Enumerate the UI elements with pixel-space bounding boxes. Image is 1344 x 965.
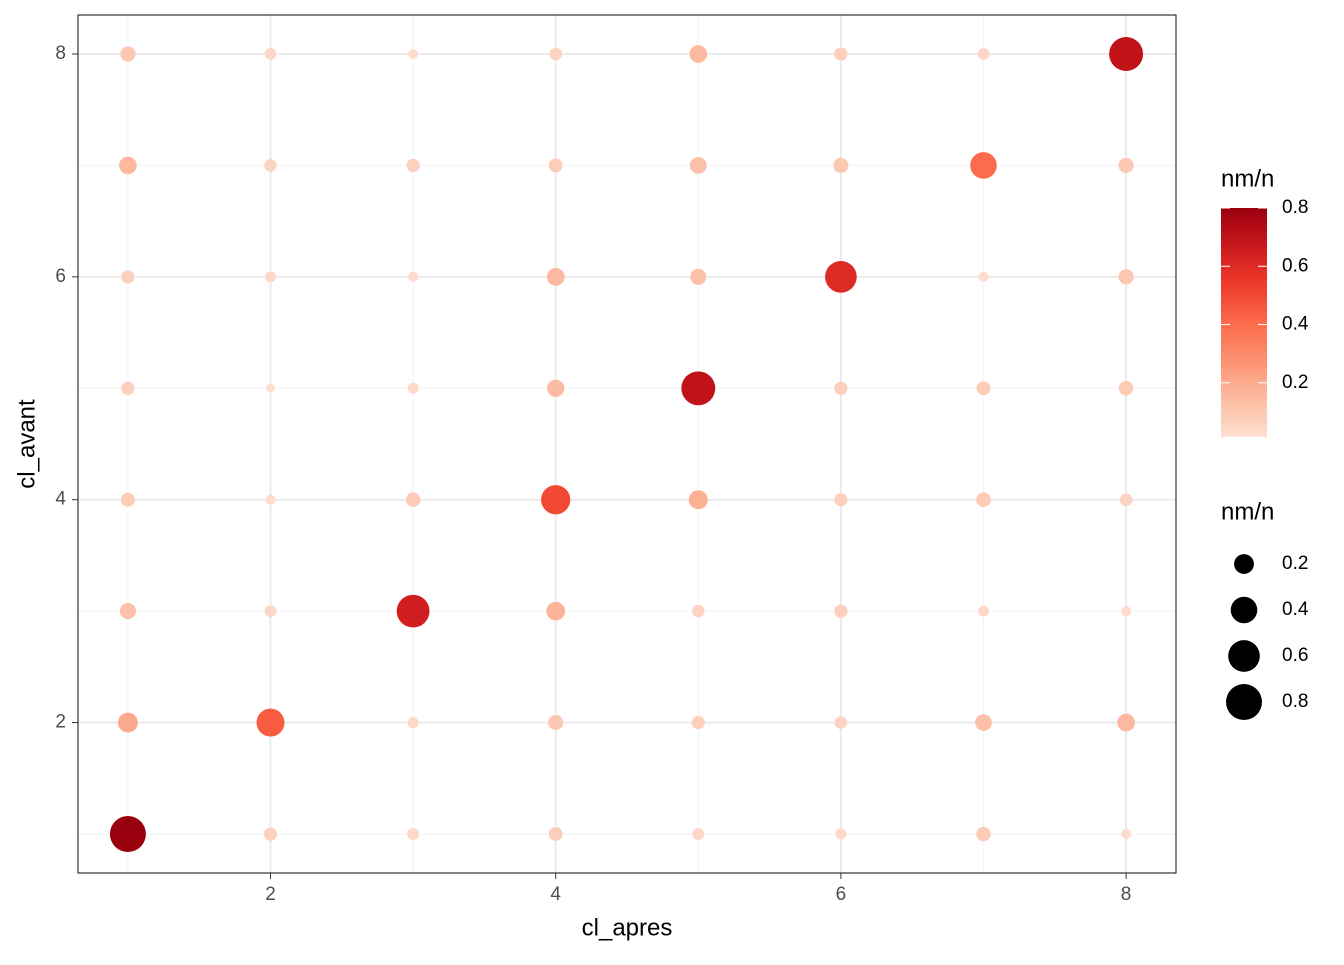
bubble	[1119, 493, 1133, 506]
bubble	[546, 268, 565, 286]
legend-label: 0.4	[1282, 314, 1309, 335]
bubble	[120, 46, 136, 62]
x-tick-label: 2	[265, 884, 276, 905]
bubble	[121, 381, 135, 395]
plot-panel	[78, 15, 1176, 873]
size-key	[1226, 684, 1262, 720]
y-tick-label: 2	[55, 712, 66, 733]
bubble	[835, 828, 847, 840]
bubble	[825, 261, 857, 293]
bubble	[266, 383, 275, 393]
bubble	[547, 379, 565, 397]
legend-label: 0.8	[1282, 197, 1308, 218]
y-tick-label: 4	[55, 489, 66, 510]
bubble	[1118, 269, 1134, 285]
size-legend-title: nm/n	[1221, 498, 1274, 525]
bubble	[406, 158, 420, 173]
bubble	[690, 268, 707, 285]
bubble	[1121, 606, 1132, 617]
size-key	[1230, 596, 1258, 624]
legend-label: 0.8	[1282, 691, 1308, 712]
bubble	[834, 604, 848, 618]
bubble	[976, 826, 991, 842]
y-tick-label: 8	[55, 43, 66, 64]
x-tick-label: 4	[550, 884, 561, 905]
bubble	[546, 601, 566, 621]
bubble	[121, 270, 135, 284]
bubble	[408, 49, 419, 59]
legend-label: 0.2	[1282, 372, 1308, 393]
bubble	[688, 490, 708, 510]
bubble	[405, 492, 421, 507]
bubble	[407, 717, 419, 729]
y-axis-label: cl_avant	[13, 399, 40, 489]
bubble	[689, 157, 707, 174]
bubble	[689, 45, 708, 63]
bubble	[407, 382, 419, 394]
legend-label: 0.6	[1282, 255, 1308, 276]
color-legend-title: nm/n	[1221, 165, 1274, 192]
bubble	[265, 271, 276, 283]
bubble	[541, 485, 571, 515]
bubble	[109, 816, 146, 852]
legend-label: 0.4	[1282, 599, 1309, 620]
bubble	[1109, 37, 1144, 71]
bubble	[264, 605, 277, 618]
bubble	[548, 158, 563, 173]
bubble	[265, 494, 276, 505]
bubble	[976, 381, 991, 396]
bubble	[834, 381, 848, 395]
color-bar	[1221, 208, 1267, 437]
bubble	[396, 594, 430, 628]
bubble	[548, 715, 564, 731]
bubble	[1118, 381, 1134, 396]
bubble	[1121, 829, 1132, 839]
legend-label: 0.2	[1282, 553, 1308, 574]
bubble	[548, 827, 563, 841]
bubble	[975, 714, 992, 731]
bubble	[407, 828, 420, 840]
bubble	[119, 603, 137, 620]
bubble	[264, 48, 277, 60]
bubble	[681, 371, 716, 406]
bubble	[264, 159, 277, 172]
bubble	[692, 828, 705, 840]
bubble	[549, 47, 562, 61]
bubble	[263, 827, 278, 841]
bubble	[691, 715, 705, 730]
bubble	[256, 708, 285, 737]
bubble	[834, 493, 848, 507]
legend-label: 0.6	[1282, 645, 1308, 666]
bubble	[692, 604, 705, 618]
bubble	[1118, 157, 1134, 173]
x-tick-label: 8	[1121, 884, 1132, 905]
bubble	[976, 492, 991, 507]
y-tick-label: 6	[55, 266, 66, 287]
size-key	[1228, 640, 1260, 672]
bubble	[119, 156, 137, 175]
bubble	[978, 271, 989, 282]
bubble	[120, 492, 135, 507]
bubble	[117, 712, 138, 733]
bubble	[408, 271, 419, 282]
x-axis-label: cl_apres	[582, 914, 673, 941]
bubble	[833, 157, 849, 173]
bubble	[1117, 713, 1135, 732]
bubble	[834, 47, 848, 61]
bubble	[834, 716, 848, 729]
x-tick-label: 6	[836, 884, 847, 905]
panel-border	[77, 14, 1177, 874]
bubble	[970, 152, 997, 179]
bubble	[977, 48, 990, 60]
size-key	[1234, 554, 1254, 574]
bubble	[978, 605, 989, 617]
